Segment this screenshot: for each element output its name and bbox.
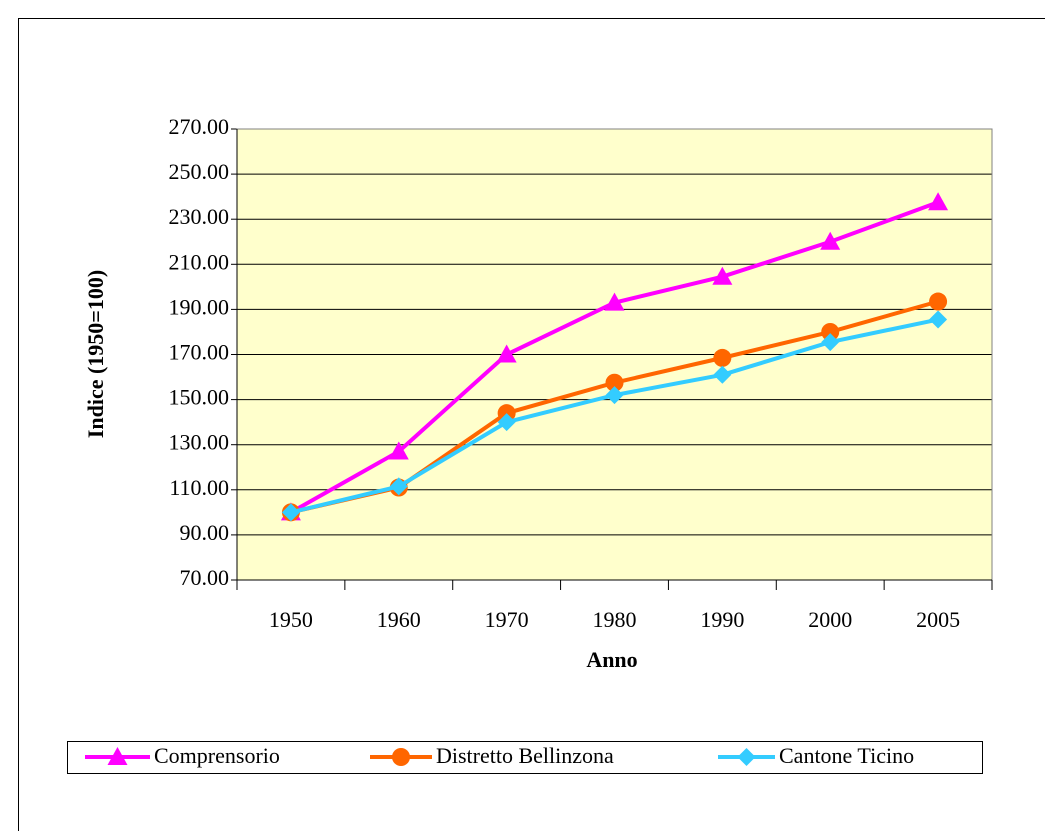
y-tick-label: 190.00 — [169, 294, 230, 319]
y-tick-label: 230.00 — [169, 204, 230, 229]
x-tick-label: 1980 — [593, 607, 637, 632]
x-tick-label: 1970 — [485, 607, 529, 632]
y-tick-label: 90.00 — [180, 520, 230, 545]
legend-label: Distretto Bellinzona — [436, 743, 614, 768]
marker — [496, 344, 517, 363]
marker — [713, 348, 732, 367]
legend-label: Comprensorio — [154, 743, 280, 768]
y-tick-label: 70.00 — [180, 565, 230, 590]
legend-marker — [392, 748, 410, 766]
marker — [605, 373, 624, 392]
marker — [929, 292, 948, 311]
marker — [712, 266, 733, 285]
y-tick-label: 150.00 — [169, 385, 230, 410]
y-tick-label: 130.00 — [169, 430, 230, 455]
y-tick-label: 170.00 — [169, 340, 230, 365]
x-tick-label: 1960 — [377, 607, 421, 632]
y-tick-label: 250.00 — [169, 159, 230, 184]
marker — [604, 292, 625, 311]
x-tick-label: 2005 — [916, 607, 960, 632]
chart-frame — [18, 18, 1045, 831]
marker — [497, 404, 516, 423]
marker — [497, 413, 516, 432]
marker — [929, 310, 948, 329]
marker — [820, 231, 841, 250]
x-tick-label: 1990 — [700, 607, 744, 632]
x-tick-label: 1950 — [269, 607, 313, 632]
y-tick-label: 210.00 — [169, 249, 230, 274]
x-axis-label: Anno — [586, 647, 637, 672]
marker — [821, 333, 840, 352]
legend — [67, 741, 983, 774]
y-tick-label: 270.00 — [169, 114, 230, 139]
y-axis-label: Indice (1950=100) — [83, 270, 108, 438]
legend-marker — [737, 748, 756, 766]
y-tick-label: 110.00 — [169, 475, 229, 500]
marker — [388, 441, 409, 460]
marker — [928, 192, 949, 211]
marker — [605, 386, 624, 405]
marker — [281, 503, 300, 522]
x-tick-label: 2000 — [808, 607, 852, 632]
marker — [389, 477, 408, 496]
legend-marker — [107, 747, 128, 765]
legend-label: Cantone Ticino — [779, 743, 914, 768]
marker — [713, 365, 732, 384]
marker — [821, 322, 840, 341]
